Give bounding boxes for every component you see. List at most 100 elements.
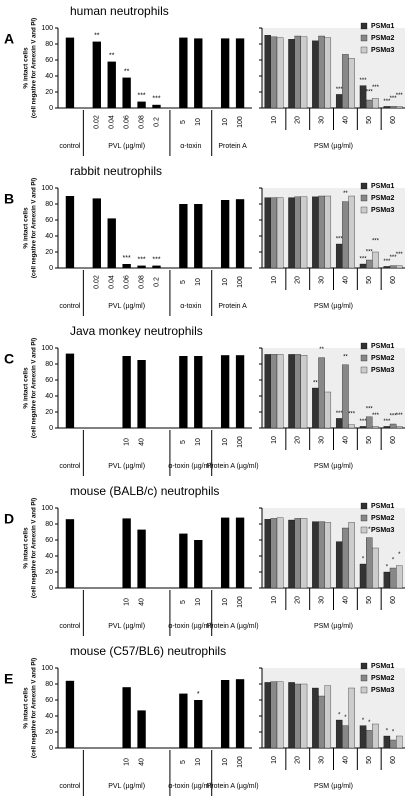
y-tick-label: 40 [45,553,53,560]
legend-swatch [360,46,368,54]
significance: *** [396,252,404,258]
y-tick-label: 0 [49,745,53,752]
y-tick-label: 40 [45,393,53,400]
significance: * [344,715,347,721]
y-tick-label: 80 [45,361,53,368]
significance: *** [123,255,131,262]
legend-swatch [360,194,368,202]
bar [288,197,295,269]
x-tick-label: 50 [366,756,373,764]
bar [152,265,161,268]
x-tick-label: 40 [138,598,145,606]
x-tick-label: 50 [366,596,373,604]
x-tick-label: 40 [138,438,145,446]
significance: *** [336,237,344,243]
bar [65,353,75,428]
bar [288,519,295,589]
bar [318,695,325,749]
bar [359,263,367,269]
significance: * [398,552,401,558]
legend-swatch [360,514,368,522]
significance: ** [94,32,100,39]
y-tick-label: 0 [49,265,53,272]
bar [270,36,278,109]
legend-swatch [360,674,368,682]
x-tick-label: 100 [237,276,244,288]
significance: *** [396,93,404,99]
x-label: PSM (µg/ml) [314,303,353,310]
bar [324,685,332,749]
legend-label: PSMα3 [371,47,394,54]
bar [335,719,343,749]
bar [122,687,131,748]
y-label: % intact cells [23,367,30,409]
bar [359,85,367,109]
panel-label: D [4,511,14,527]
group-label: control [59,623,80,630]
bar [372,723,379,749]
chart-title: rabbit neutrophils [70,164,162,178]
bar [122,77,131,108]
legend-swatch [360,206,368,214]
bar [235,355,245,428]
group-label: Protein A (µg/ml) [207,783,259,790]
y-tick-label: 100 [41,185,53,192]
x-tick-label: 20 [295,756,302,764]
x-tick-label: 50 [366,436,373,444]
significance: *** [366,406,374,412]
plot-background [262,668,405,748]
x-tick-label: 40 [342,116,349,124]
chart-title: mouse (BALB/c) neutrophils [70,484,219,498]
bar [324,391,332,429]
group-label: PVL (µg/ml) [108,463,145,470]
bar [389,423,397,429]
bar [137,101,146,108]
y-tick-label: 80 [45,201,53,208]
bar [264,354,271,429]
bar [220,680,230,748]
bar [294,683,301,749]
y-label: % intact cells [23,527,30,569]
bar [235,199,245,268]
significance: *** [390,414,398,420]
x-label: PSM (µg/ml) [314,623,353,630]
bar [366,537,373,589]
panel-label: B [4,191,14,207]
bar [348,424,355,429]
y-label: (cell negative for Annexin V and PI) [32,18,38,118]
bar [372,251,379,269]
legend-swatch [360,342,368,350]
y-tick-label: 80 [45,41,53,48]
bar [179,533,188,588]
x-tick-label: 10 [222,278,229,286]
bar [122,356,131,428]
bar [383,426,391,429]
bar [264,682,271,749]
bar [383,735,391,749]
y-label: % intact cells [23,687,30,729]
y-label: % intact cells [23,207,30,249]
bar [194,204,203,268]
bar [270,354,278,429]
bar [348,522,355,589]
bar [276,354,284,429]
bar [318,521,325,589]
x-tick-label: 0.02 [94,275,101,289]
x-tick-label: 10 [222,118,229,126]
significance: * [362,718,365,724]
group-label: α-toxin [180,143,201,150]
bar [359,725,367,749]
x-tick-label: 5 [180,440,187,444]
bar [107,218,116,268]
significance: *** [390,96,398,102]
bar [235,38,245,108]
bar [389,739,397,749]
bar [220,355,230,428]
x-tick-label: 10 [123,598,130,606]
x-tick-label: 10 [123,758,130,766]
bar [318,357,325,429]
bar [389,265,397,269]
legend-label: PSMα3 [371,687,394,694]
bar [300,196,308,269]
